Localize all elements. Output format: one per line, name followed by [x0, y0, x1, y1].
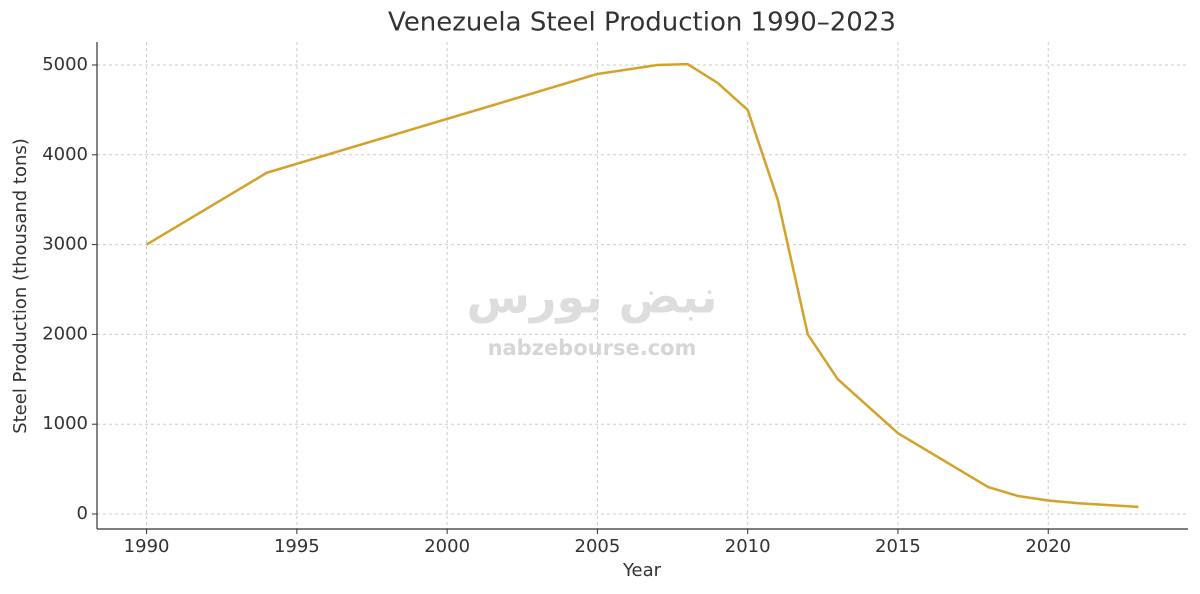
x-axis-label: Year — [622, 560, 662, 581]
y-axis-label: Steel Production (thousand tons) — [10, 138, 31, 434]
x-tick-label: 2015 — [875, 536, 921, 557]
y-tick-label: 0 — [77, 503, 88, 524]
y-tick-label: 5000 — [42, 54, 88, 75]
y-tick-label: 1000 — [42, 413, 88, 434]
chart-title: Venezuela Steel Production 1990–2023 — [388, 8, 896, 38]
x-tick-label: 2010 — [725, 536, 771, 557]
x-tick-label: 2000 — [424, 536, 470, 557]
watermark: nabzebourse.com — [488, 336, 697, 360]
y-tick-label: 4000 — [42, 144, 88, 165]
x-tick-label: 1990 — [124, 536, 170, 557]
x-tick-label: 1995 — [274, 536, 320, 557]
y-tick-label: 3000 — [42, 234, 88, 255]
watermark-logo: نبض بورس — [467, 270, 718, 324]
line — [145, 62, 1139, 509]
y-tick-label: 2000 — [42, 323, 88, 344]
x-tick-label: 2005 — [575, 536, 621, 557]
x-tick-label: 2020 — [1025, 536, 1071, 557]
